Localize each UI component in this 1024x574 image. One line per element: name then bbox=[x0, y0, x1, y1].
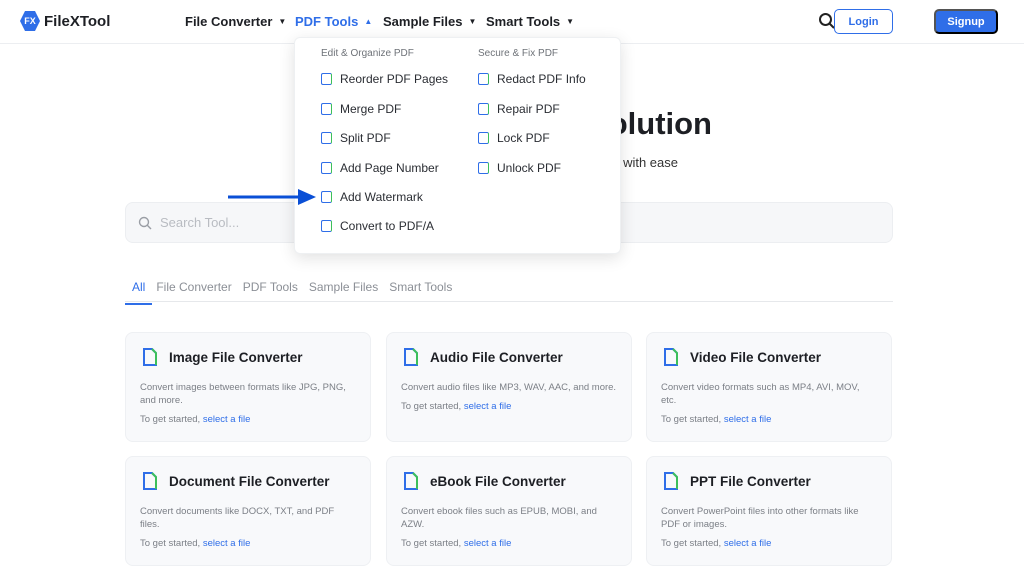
caret-down-icon: ▼ bbox=[566, 17, 575, 26]
menu-item-split[interactable]: Split PDF bbox=[321, 131, 391, 145]
repair-icon bbox=[478, 103, 489, 115]
tool-card-video[interactable]: Video File Converter Convert video forma… bbox=[646, 332, 892, 442]
tool-card-document[interactable]: Document File Converter Convert document… bbox=[125, 456, 371, 566]
ppt-file-icon bbox=[664, 472, 678, 490]
menu-item-label: Redact PDF Info bbox=[497, 72, 586, 86]
unlock-icon bbox=[478, 162, 489, 174]
pointer-arrow-icon bbox=[228, 189, 316, 205]
nav-pdf-tools[interactable]: PDF Tools ▲ bbox=[295, 14, 372, 29]
menu-item-label: Add Page Number bbox=[340, 161, 439, 175]
hero-title: olution bbox=[608, 106, 712, 141]
tab-sample-files[interactable]: Sample Files bbox=[308, 280, 379, 294]
dropdown-heading-secure: Secure & Fix PDF bbox=[478, 48, 559, 59]
nav-label: Sample Files bbox=[383, 14, 463, 29]
document-file-icon bbox=[143, 472, 157, 490]
login-button[interactable]: Login bbox=[834, 9, 893, 34]
hero-subtitle: with ease bbox=[623, 155, 678, 170]
menu-item-label: Convert to PDF/A bbox=[340, 219, 435, 233]
card-title: PPT File Converter bbox=[690, 473, 811, 489]
search-icon bbox=[138, 216, 152, 230]
card-description: Convert ebook files such as EPUB, MOBI, … bbox=[401, 506, 597, 530]
menu-item-label: Lock PDF bbox=[497, 131, 550, 145]
card-description: Convert documents like DOCX, TXT, and PD… bbox=[140, 506, 335, 530]
menu-item-lock[interactable]: Lock PDF bbox=[478, 131, 550, 145]
nav-sample-files[interactable]: Sample Files ▼ bbox=[383, 14, 476, 29]
caret-up-icon: ▲ bbox=[364, 17, 373, 26]
redact-icon bbox=[478, 73, 489, 85]
caret-down-icon: ▼ bbox=[278, 17, 287, 26]
tool-card-image[interactable]: Image File Converter Convert images betw… bbox=[125, 332, 371, 442]
card-prompt: To get started, bbox=[661, 414, 722, 425]
nav-label: Smart Tools bbox=[486, 14, 561, 29]
lock-icon bbox=[478, 132, 489, 144]
card-description: Convert video formats such as MP4, AVI, … bbox=[661, 382, 860, 406]
card-description: Convert images between formats like JPG,… bbox=[140, 382, 346, 406]
menu-item-unlock[interactable]: Unlock PDF bbox=[478, 161, 561, 175]
logo-icon: FX bbox=[20, 11, 40, 31]
menu-item-label: Split PDF bbox=[340, 131, 391, 145]
select-file-link[interactable]: select a file bbox=[723, 538, 772, 549]
audio-file-icon bbox=[404, 348, 418, 366]
image-file-icon bbox=[143, 348, 157, 366]
tool-card-ebook[interactable]: eBook File Converter Convert ebook files… bbox=[386, 456, 632, 566]
merge-icon bbox=[321, 103, 332, 115]
video-file-icon bbox=[664, 348, 678, 366]
card-description: Convert audio files like MP3, WAV, AAC, … bbox=[401, 382, 617, 393]
menu-item-page-number[interactable]: Add Page Number bbox=[321, 161, 439, 175]
card-title: Image File Converter bbox=[169, 349, 303, 365]
signup-button[interactable]: Signup bbox=[934, 9, 998, 34]
card-title: eBook File Converter bbox=[430, 473, 566, 489]
tab-smart-tools[interactable]: Smart Tools bbox=[389, 280, 453, 294]
card-prompt: To get started, bbox=[401, 538, 462, 549]
tool-card-ppt[interactable]: PPT File Converter Convert PowerPoint fi… bbox=[646, 456, 892, 566]
card-description: Convert PowerPoint files into other form… bbox=[661, 506, 859, 530]
tool-card-audio[interactable]: Audio File Converter Convert audio files… bbox=[386, 332, 632, 442]
menu-item-redact[interactable]: Redact PDF Info bbox=[478, 72, 586, 86]
menu-item-repair[interactable]: Repair PDF bbox=[478, 102, 560, 116]
menu-item-label: Reorder PDF Pages bbox=[340, 72, 449, 86]
tab-all[interactable]: All bbox=[124, 280, 153, 305]
dropdown-heading-edit: Edit & Organize PDF bbox=[321, 48, 414, 59]
caret-down-icon: ▼ bbox=[468, 17, 477, 26]
card-title: Document File Converter bbox=[169, 473, 330, 489]
card-title: Audio File Converter bbox=[430, 349, 563, 365]
menu-item-pdfa[interactable]: Convert to PDF/A bbox=[321, 219, 434, 233]
pdfa-icon bbox=[321, 220, 332, 232]
select-file-link[interactable]: select a file bbox=[463, 401, 512, 412]
watermark-icon bbox=[321, 191, 332, 203]
select-file-link[interactable]: select a file bbox=[723, 414, 772, 425]
ebook-file-icon bbox=[404, 472, 418, 490]
header: FX FileXTool File Converter ▼ PDF Tools ▲ S… bbox=[0, 0, 1024, 44]
nav-label: File Converter bbox=[185, 14, 273, 29]
category-tabs: All File Converter PDF Tools Sample File… bbox=[124, 280, 893, 305]
nav-file-converter[interactable]: File Converter ▼ bbox=[185, 14, 286, 29]
card-prompt: To get started, bbox=[661, 538, 722, 549]
select-file-link[interactable]: select a file bbox=[463, 538, 512, 549]
select-file-link[interactable]: select a file bbox=[202, 414, 251, 425]
logo[interactable]: FX FileXTool bbox=[20, 11, 110, 31]
nav-smart-tools[interactable]: Smart Tools ▼ bbox=[486, 14, 574, 29]
card-prompt: To get started, bbox=[140, 538, 201, 549]
nav-label: PDF Tools bbox=[295, 14, 359, 29]
menu-item-label: Repair PDF bbox=[497, 102, 560, 116]
menu-item-merge[interactable]: Merge PDF bbox=[321, 102, 401, 116]
card-prompt: To get started, bbox=[140, 414, 201, 425]
menu-item-label: Merge PDF bbox=[340, 102, 402, 116]
split-icon bbox=[321, 132, 332, 144]
tab-pdf-tools[interactable]: PDF Tools bbox=[242, 280, 298, 294]
pdf-tools-dropdown: Edit & Organize PDF Secure & Fix PDF Reo… bbox=[294, 37, 621, 254]
menu-item-label: Add Watermark bbox=[340, 190, 423, 204]
search-icon[interactable] bbox=[818, 12, 836, 30]
reorder-icon bbox=[321, 73, 332, 85]
tab-file-converter[interactable]: File Converter bbox=[156, 280, 232, 294]
logo-text: FileXTool bbox=[44, 12, 111, 30]
menu-item-label: Unlock PDF bbox=[497, 161, 562, 175]
card-title: Video File Converter bbox=[690, 349, 822, 365]
select-file-link[interactable]: select a file bbox=[202, 538, 251, 549]
page-number-icon bbox=[321, 162, 332, 174]
menu-item-reorder[interactable]: Reorder PDF Pages bbox=[321, 72, 448, 86]
card-prompt: To get started, bbox=[401, 401, 462, 412]
menu-item-watermark[interactable]: Add Watermark bbox=[321, 190, 423, 204]
